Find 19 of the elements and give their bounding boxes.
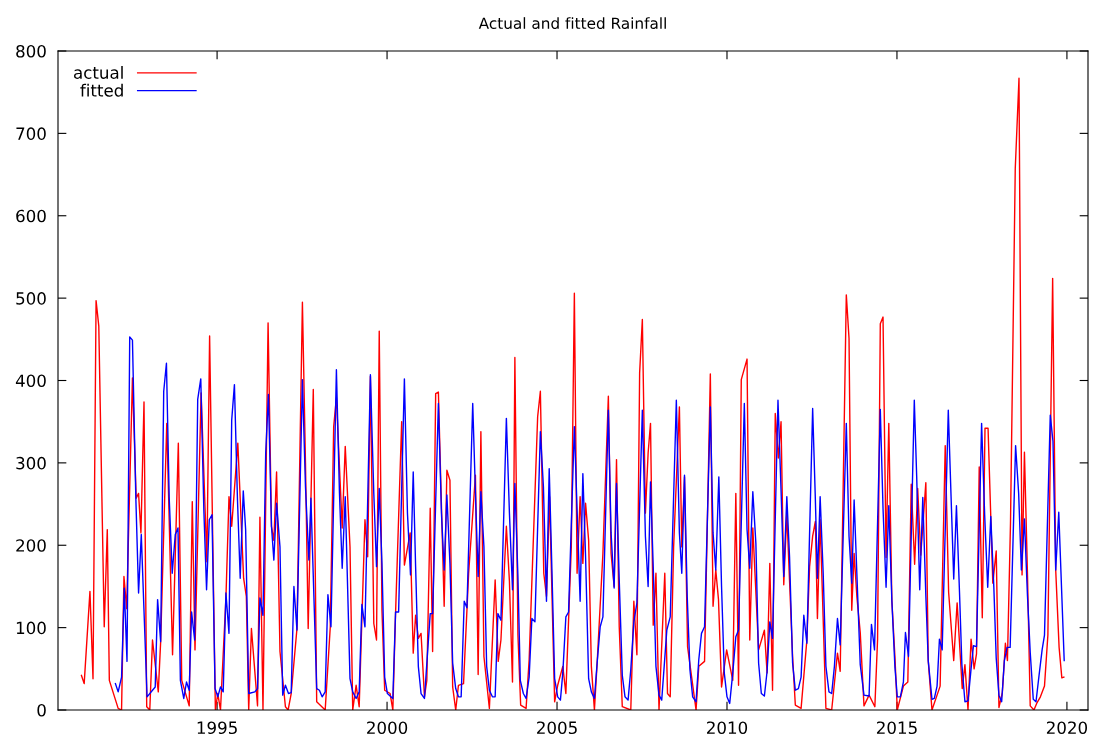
y-tick-label: 200 [16,539,46,552]
y-tick-label: 400 [15,374,46,388]
y-tick-label: 700 [16,127,46,140]
y-tick-label: 100 [16,621,46,635]
y-tick-label: 0 [37,703,46,717]
chart-title: Actual and fitted Rainfall [478,17,666,29]
x-tick-label: 2015 [876,721,917,735]
y-tick-label: 300 [16,456,46,470]
y-tick-label: 600 [16,209,46,223]
y-tick-label: 500 [16,292,46,305]
line-series [114,336,1065,705]
legend-label: fitted [80,83,123,97]
x-tick-label: 2010 [707,721,748,735]
legend-label: actual [74,66,123,79]
x-tick-label: 2005 [537,721,577,735]
y-tick-label: 800 [16,44,46,58]
x-tick-label: 2020 [1046,721,1088,735]
x-tick-label: 2000 [367,721,408,735]
x-tick-label: 1995 [197,721,237,735]
